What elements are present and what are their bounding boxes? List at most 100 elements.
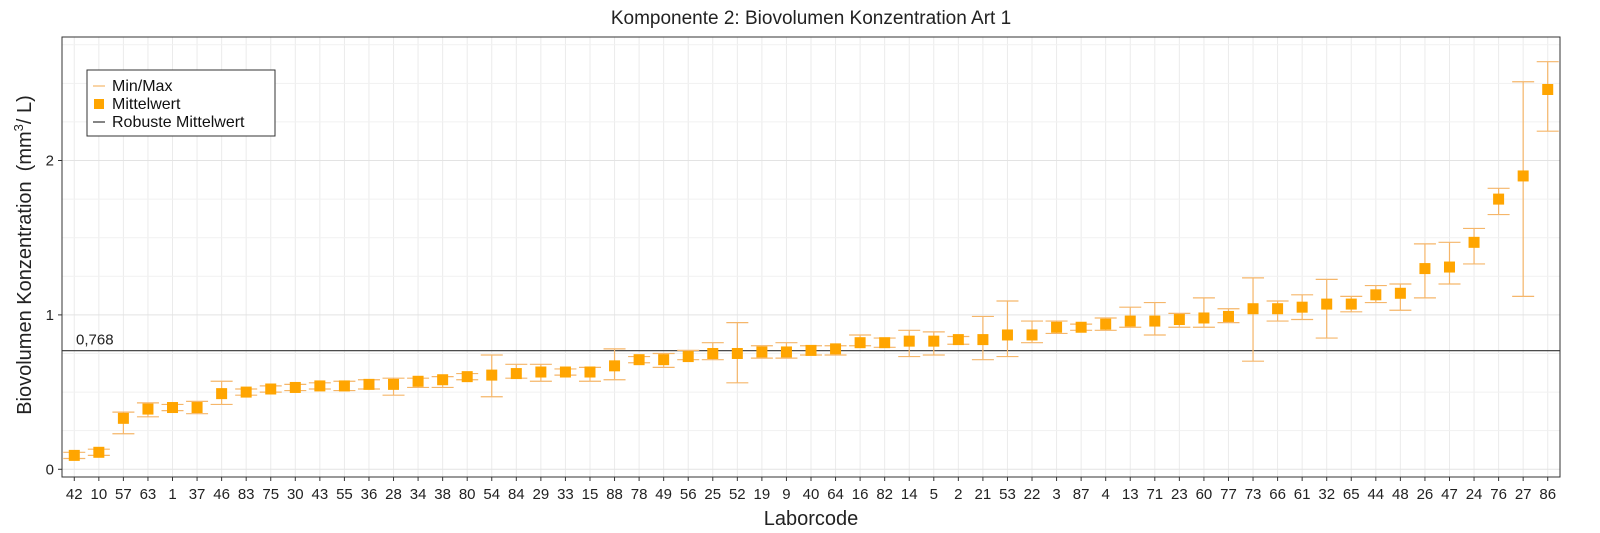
x-axis-ticks: 42 10 57 63 1 37 46 83 75 30 43 55 36 28 34 38 80 54 84 29 3… <box>66 477 1556 503</box>
x-tick-label-80: 80 <box>459 486 476 503</box>
y-axis-ticks: 0 1 2 <box>46 153 62 478</box>
x-tick-label-86: 86 <box>1539 486 1556 503</box>
x-tick-label-38: 38 <box>434 486 451 503</box>
x-tick-label-53: 53 <box>999 486 1016 503</box>
y-axis-title: Biovolumen Konzentration (mm3/ L) <box>11 95 36 415</box>
point-80 <box>461 371 473 383</box>
legend-mean-icon <box>94 99 104 109</box>
point-87 <box>1075 321 1087 333</box>
point-76 <box>1493 193 1505 205</box>
x-tick-label-15: 15 <box>582 486 599 503</box>
point-49 <box>658 354 670 366</box>
x-tick-label-3: 3 <box>1052 486 1060 503</box>
x-tick-label-52: 52 <box>729 486 746 503</box>
legend-minmax: Min/Max <box>112 78 172 95</box>
x-tick-label-77: 77 <box>1220 486 1237 503</box>
point-63 <box>142 403 154 415</box>
x-tick-label-73: 73 <box>1245 486 1262 503</box>
point-16 <box>854 337 866 349</box>
x-tick-label-83: 83 <box>238 486 255 503</box>
point-25 <box>707 347 719 359</box>
x-tick-label-87: 87 <box>1073 486 1090 503</box>
point-64 <box>830 343 842 355</box>
legend-robust: Robuste Mittelwert <box>112 114 245 131</box>
grid <box>62 37 1560 477</box>
x-tick-label-43: 43 <box>312 486 329 503</box>
x-tick-label-2: 2 <box>954 486 962 503</box>
x-tick-label-1: 1 <box>168 486 176 503</box>
errorbar-53 <box>996 300 1019 358</box>
x-tick-label-76: 76 <box>1490 486 1507 503</box>
legend-mean: Mittelwert <box>112 96 181 113</box>
x-tick-label-28: 28 <box>385 486 402 503</box>
point-83 <box>240 386 252 398</box>
x-tick-label-4: 4 <box>1102 486 1110 503</box>
x-tick-label-42: 42 <box>66 486 83 503</box>
point-66 <box>1272 303 1284 315</box>
reference-label: 0,768 <box>76 332 114 349</box>
point-47 <box>1443 261 1455 273</box>
x-tick-label-88: 88 <box>606 486 623 503</box>
x-tick-label-23: 23 <box>1171 486 1188 503</box>
x-tick-label-82: 82 <box>876 486 893 503</box>
x-tick-label-21: 21 <box>975 486 992 503</box>
x-tick-label-13: 13 <box>1122 486 1139 503</box>
point-54 <box>486 369 498 381</box>
x-tick-label-22: 22 <box>1024 486 1041 503</box>
x-tick-label-14: 14 <box>901 486 918 503</box>
point-13 <box>1124 315 1136 327</box>
point-55 <box>338 380 350 392</box>
x-tick-label-37: 37 <box>189 486 206 503</box>
point-37 <box>191 402 203 414</box>
point-53 <box>1001 329 1013 341</box>
point-60 <box>1198 312 1210 324</box>
x-tick-label-16: 16 <box>852 486 869 503</box>
point-88 <box>609 360 621 372</box>
y-axis-unit-sup: 3 <box>11 124 26 131</box>
x-tick-label-30: 30 <box>287 486 304 503</box>
x-tick-label-78: 78 <box>631 486 648 503</box>
point-1 <box>167 402 179 414</box>
y-tick-label: 0 <box>46 461 54 478</box>
y-axis-title-main: Biovolumen Konzentration <box>14 181 36 414</box>
errorbar-86 <box>1536 61 1559 132</box>
x-tick-label-44: 44 <box>1367 486 1384 503</box>
point-19 <box>756 346 768 358</box>
point-28 <box>388 378 400 390</box>
point-84 <box>510 368 522 380</box>
x-tick-label-75: 75 <box>262 486 279 503</box>
point-34 <box>412 375 424 387</box>
point-52 <box>731 347 743 359</box>
y-axis-unit-post: / L) <box>14 95 36 124</box>
point-27 <box>1517 170 1529 182</box>
point-3 <box>1051 321 1063 333</box>
point-23 <box>1173 314 1185 326</box>
point-73 <box>1247 303 1259 315</box>
point-24 <box>1468 236 1480 248</box>
point-78 <box>633 354 645 366</box>
x-tick-label-34: 34 <box>410 486 427 503</box>
x-tick-label-66: 66 <box>1269 486 1286 503</box>
point-15 <box>584 366 596 378</box>
point-43 <box>314 380 326 392</box>
x-tick-label-49: 49 <box>655 486 672 503</box>
y-tick-label: 2 <box>46 153 54 170</box>
x-axis-title: Laborcode <box>764 508 859 530</box>
point-61 <box>1296 301 1308 313</box>
x-tick-label-5: 5 <box>930 486 938 503</box>
point-77 <box>1222 310 1234 322</box>
x-tick-label-48: 48 <box>1392 486 1409 503</box>
errorbar-73 <box>1242 277 1265 362</box>
point-29 <box>535 366 547 378</box>
legend-box <box>86 69 276 137</box>
x-tick-label-56: 56 <box>680 486 697 503</box>
x-tick-label-54: 54 <box>483 486 500 503</box>
point-57 <box>117 412 129 424</box>
y-tick-label: 1 <box>46 307 54 324</box>
point-30 <box>289 381 301 393</box>
point-65 <box>1345 298 1357 310</box>
point-22 <box>1026 329 1038 341</box>
x-tick-label-27: 27 <box>1515 486 1532 503</box>
x-tick-label-61: 61 <box>1294 486 1311 503</box>
x-tick-label-24: 24 <box>1466 486 1483 503</box>
